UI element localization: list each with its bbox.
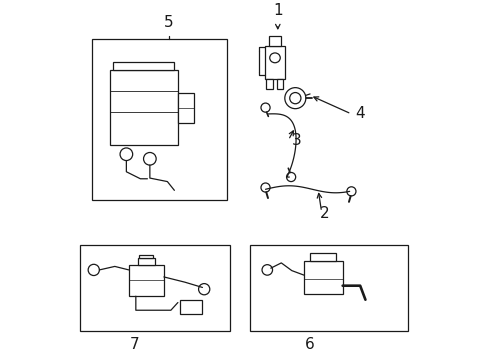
Bar — [139, 255, 153, 258]
Bar — [269, 36, 280, 46]
Bar — [276, 79, 283, 89]
Text: 6: 6 — [304, 337, 314, 351]
Text: 3: 3 — [291, 133, 301, 148]
Bar — [310, 253, 336, 261]
Bar — [178, 93, 193, 123]
Bar — [249, 246, 407, 331]
Bar — [265, 79, 272, 89]
Text: 7: 7 — [129, 337, 139, 351]
Bar — [304, 261, 342, 294]
Bar — [179, 300, 202, 314]
Bar — [92, 39, 226, 200]
Bar — [137, 258, 155, 265]
Bar — [128, 265, 163, 296]
Bar — [80, 246, 230, 331]
Text: 5: 5 — [164, 15, 174, 30]
Text: 1: 1 — [272, 3, 282, 18]
Bar — [109, 70, 178, 145]
Bar — [264, 46, 285, 79]
Bar — [113, 62, 174, 70]
Text: 4: 4 — [354, 107, 364, 121]
Text: 2: 2 — [319, 206, 329, 221]
